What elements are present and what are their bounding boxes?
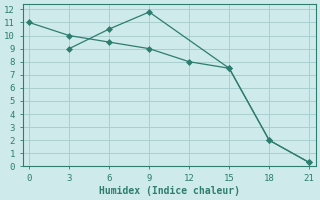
X-axis label: Humidex (Indice chaleur): Humidex (Indice chaleur) [99, 186, 240, 196]
